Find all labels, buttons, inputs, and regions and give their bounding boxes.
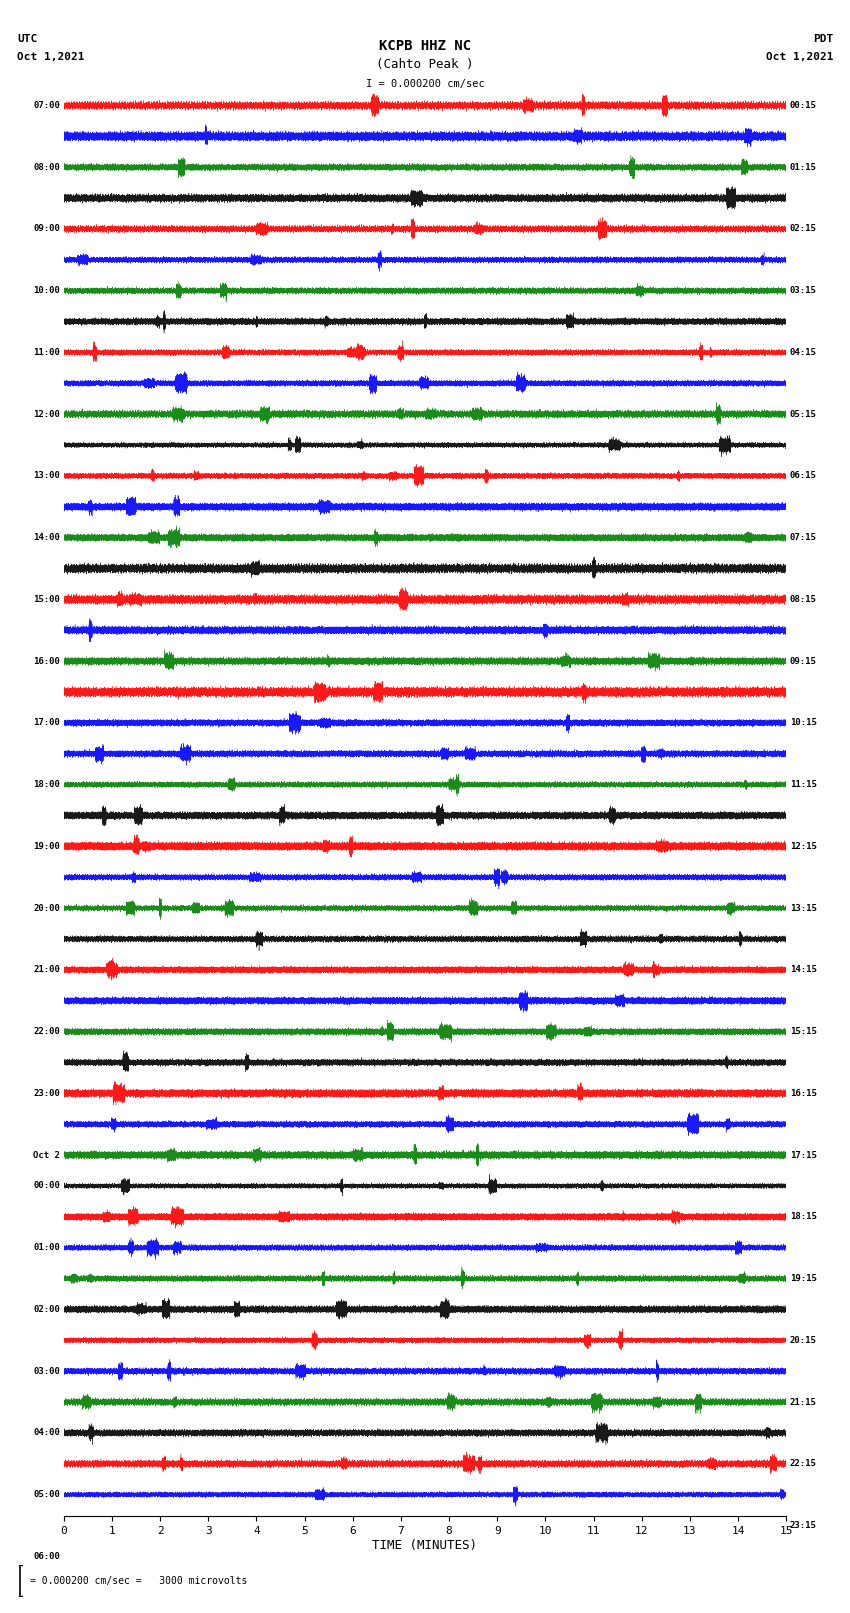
Text: = 0.000200 cm/sec =   3000 microvolts: = 0.000200 cm/sec = 3000 microvolts (30, 1576, 247, 1586)
Text: 13:15: 13:15 (790, 903, 817, 913)
Text: 16:15: 16:15 (790, 1089, 817, 1098)
Text: 21:00: 21:00 (33, 965, 60, 974)
Text: 18:00: 18:00 (33, 781, 60, 789)
Text: 05:00: 05:00 (33, 1490, 60, 1498)
Text: 00:15: 00:15 (790, 102, 817, 110)
Text: 12:15: 12:15 (790, 842, 817, 850)
Text: 07:15: 07:15 (790, 534, 817, 542)
Text: 04:15: 04:15 (790, 348, 817, 356)
Text: 02:15: 02:15 (790, 224, 817, 234)
Text: 09:00: 09:00 (33, 224, 60, 234)
Text: 05:15: 05:15 (790, 410, 817, 419)
Text: 10:00: 10:00 (33, 286, 60, 295)
Text: PDT: PDT (813, 34, 833, 44)
Text: 15:00: 15:00 (33, 595, 60, 603)
Text: 02:00: 02:00 (33, 1305, 60, 1315)
Text: 22:15: 22:15 (790, 1460, 817, 1468)
Text: I = 0.000200 cm/sec: I = 0.000200 cm/sec (366, 79, 484, 89)
Text: 23:00: 23:00 (33, 1089, 60, 1098)
Text: 03:00: 03:00 (33, 1366, 60, 1376)
Text: 03:15: 03:15 (790, 286, 817, 295)
Text: 08:15: 08:15 (790, 595, 817, 603)
Text: 23:15: 23:15 (790, 1521, 817, 1531)
Text: 11:15: 11:15 (790, 781, 817, 789)
Text: 10:15: 10:15 (790, 718, 817, 727)
Text: 19:00: 19:00 (33, 842, 60, 850)
Text: 20:00: 20:00 (33, 903, 60, 913)
Text: 06:00: 06:00 (33, 1552, 60, 1561)
Text: 17:00: 17:00 (33, 718, 60, 727)
Text: 20:15: 20:15 (790, 1336, 817, 1345)
Text: 06:15: 06:15 (790, 471, 817, 481)
Text: 08:00: 08:00 (33, 163, 60, 171)
Text: 16:00: 16:00 (33, 656, 60, 666)
Text: 07:00: 07:00 (33, 102, 60, 110)
Text: UTC: UTC (17, 34, 37, 44)
Text: 15:15: 15:15 (790, 1027, 817, 1036)
Text: 22:00: 22:00 (33, 1027, 60, 1036)
Text: 04:00: 04:00 (33, 1429, 60, 1437)
Text: Oct 1,2021: Oct 1,2021 (766, 52, 833, 61)
Text: 18:15: 18:15 (790, 1213, 817, 1221)
Text: 09:15: 09:15 (790, 656, 817, 666)
Text: 21:15: 21:15 (790, 1397, 817, 1407)
Text: 13:00: 13:00 (33, 471, 60, 481)
Text: (Cahto Peak ): (Cahto Peak ) (377, 58, 473, 71)
Text: 17:15: 17:15 (790, 1150, 817, 1160)
X-axis label: TIME (MINUTES): TIME (MINUTES) (372, 1539, 478, 1552)
Text: 01:15: 01:15 (790, 163, 817, 171)
Text: 00:00: 00:00 (33, 1181, 60, 1190)
Text: 11:00: 11:00 (33, 348, 60, 356)
Text: 12:00: 12:00 (33, 410, 60, 419)
Text: KCPB HHZ NC: KCPB HHZ NC (379, 39, 471, 53)
Text: 14:15: 14:15 (790, 965, 817, 974)
Text: Oct 2: Oct 2 (33, 1150, 60, 1160)
Text: 19:15: 19:15 (790, 1274, 817, 1282)
Text: 01:00: 01:00 (33, 1244, 60, 1252)
Text: Oct 1,2021: Oct 1,2021 (17, 52, 84, 61)
Text: 14:00: 14:00 (33, 534, 60, 542)
